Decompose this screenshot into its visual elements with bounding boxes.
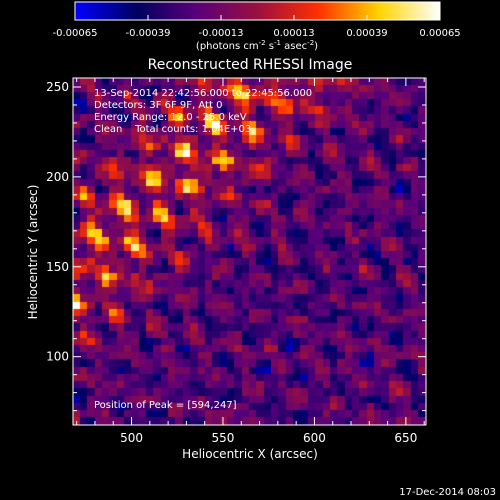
colorbar-ticks: -0.00065 -0.00039 -0.00013 0.00013 0.00039 0.… bbox=[53, 15, 461, 39]
chart-title: Reconstructed RHESSI Image bbox=[148, 57, 353, 73]
annotation-peak-position: Position of Peak = [594,247] bbox=[94, 400, 237, 411]
axis-ticks: 500 550 600 650 100 150 200 250 bbox=[46, 78, 426, 445]
footer-date: 17-Dec-2014 08:03 bbox=[399, 487, 496, 498]
colorbar-tick-label: 0.00065 bbox=[419, 28, 460, 39]
colorbar-tick-label: -0.00013 bbox=[199, 28, 244, 39]
x-tick-label: 600 bbox=[303, 431, 326, 445]
y-tick-label: 200 bbox=[46, 170, 69, 184]
x-tick-label: 500 bbox=[120, 431, 143, 445]
y-tick-label: 250 bbox=[46, 80, 69, 94]
colorbar-frame bbox=[74, 1, 441, 21]
colorbar-tick-label: 0.00013 bbox=[273, 28, 314, 39]
x-tick-label: 650 bbox=[394, 431, 417, 445]
annotation-time-range: 13-Sep-2014 22:42:56.000 to 22:45:56.000 bbox=[94, 88, 312, 99]
annotation-energy-range: Energy Range: 12.0 - 25.0 keV bbox=[94, 112, 247, 123]
colorbar-gradient bbox=[75, 2, 440, 20]
colorbar-tick-label: 0.00039 bbox=[346, 28, 387, 39]
y-tick-label: 150 bbox=[46, 260, 69, 274]
y-tick-label: 100 bbox=[46, 350, 69, 364]
x-axis-label: Heliocentric X (arcsec) bbox=[182, 447, 318, 461]
annotation-clean-counts: Clean Total counts: 1.04E+03 bbox=[94, 124, 251, 135]
x-tick-label: 550 bbox=[212, 431, 235, 445]
plot-frame bbox=[72, 77, 427, 426]
colorbar-tick-label: -0.00039 bbox=[126, 28, 171, 39]
colorbar-label: (photons cm-2 s-1 asec-2) bbox=[196, 39, 318, 52]
annotation-detectors: Detectors: 3F 6F 9F, Att 0 bbox=[94, 100, 222, 111]
y-axis-label: Heliocentric Y (arcsec) bbox=[26, 185, 40, 320]
heatmap-image bbox=[73, 78, 426, 425]
annotations: 13-Sep-2014 22:42:56.000 to 22:45:56.000… bbox=[94, 88, 312, 411]
colorbar-tick-label: -0.00065 bbox=[53, 28, 98, 39]
